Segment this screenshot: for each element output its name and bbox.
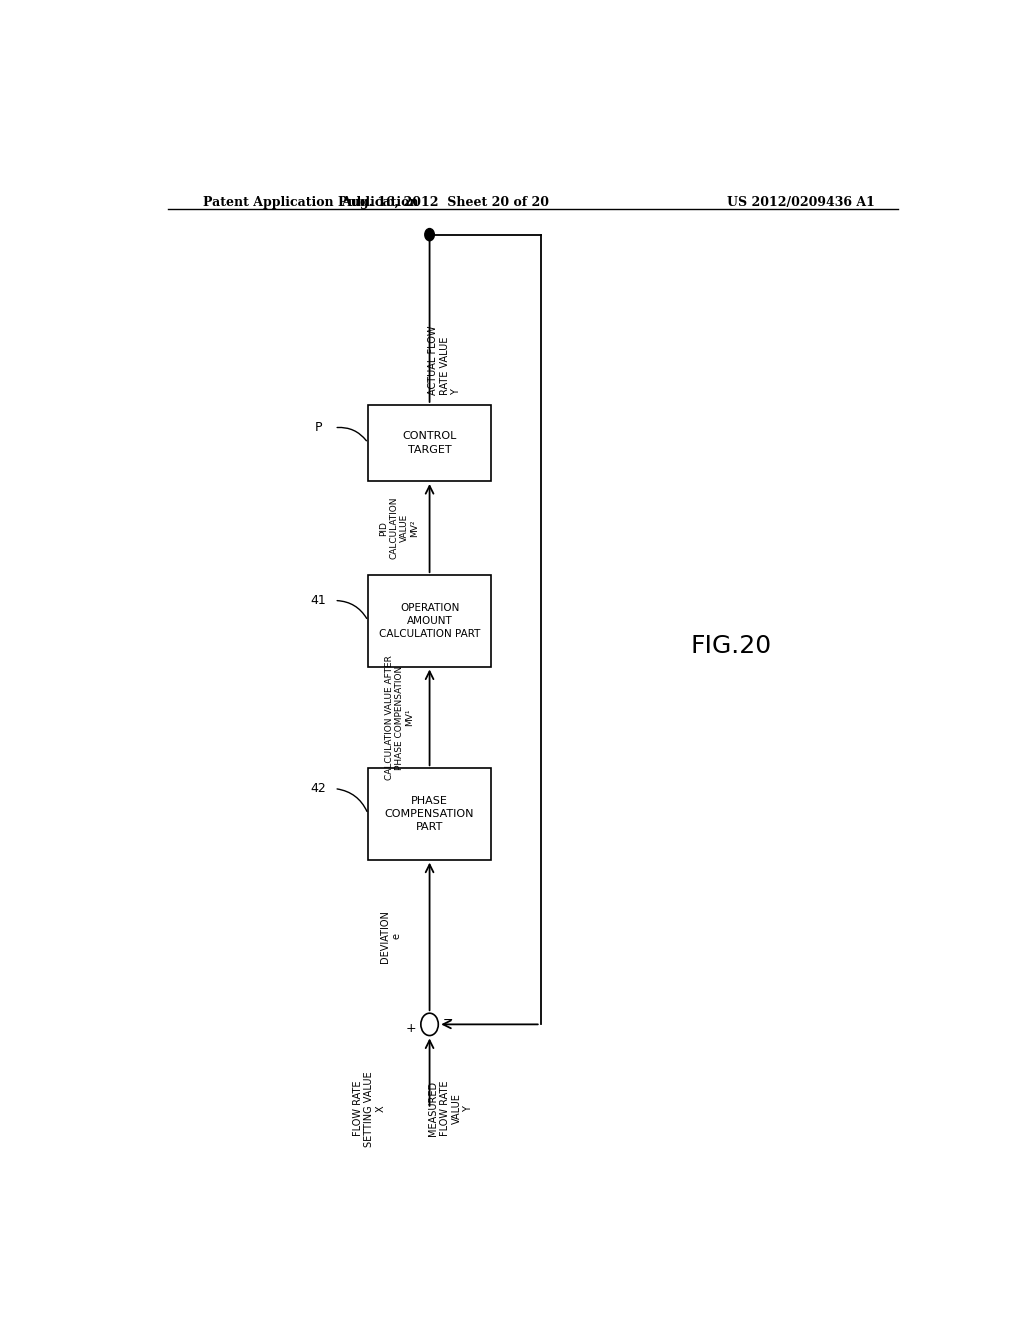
Text: P: P [314,421,323,434]
Bar [368,576,492,667]
Circle shape [425,228,434,240]
Text: 42: 42 [310,781,327,795]
Text: OPERATION
AMOUNT
CALCULATION PART: OPERATION AMOUNT CALCULATION PART [379,603,480,639]
Text: US 2012/0209436 A1: US 2012/0209436 A1 [727,195,876,209]
Text: Aug. 16, 2012  Sheet 20 of 20: Aug. 16, 2012 Sheet 20 of 20 [341,195,550,209]
Text: CALCULATION VALUE AFTER
PHASE COMPENSATION
MV¹: CALCULATION VALUE AFTER PHASE COMPENSATI… [384,655,415,780]
Bar [368,768,492,859]
Text: 41: 41 [310,594,327,607]
Text: FLOW RATE
SETTING VALUE
X: FLOW RATE SETTING VALUE X [352,1071,386,1147]
Text: MEASURED
FLOW RATE
VALUE
Y: MEASURED FLOW RATE VALUE Y [428,1081,473,1137]
Text: −: − [442,1014,453,1027]
Text: PHASE
COMPENSATION
PART: PHASE COMPENSATION PART [385,796,474,832]
Text: CONTROL
TARGET: CONTROL TARGET [402,432,457,454]
Bar [368,405,492,480]
Text: ACTUAL FLOW
RATE VALUE
Y: ACTUAL FLOW RATE VALUE Y [428,325,461,395]
Text: Patent Application Publication: Patent Application Publication [204,195,419,209]
Text: PID
CALCULATION
VALUE
MV²: PID CALCULATION VALUE MV² [379,496,420,560]
Text: +: + [406,1022,417,1035]
Text: FIG.20: FIG.20 [690,635,772,659]
Text: DEVIATION
e: DEVIATION e [380,909,401,962]
